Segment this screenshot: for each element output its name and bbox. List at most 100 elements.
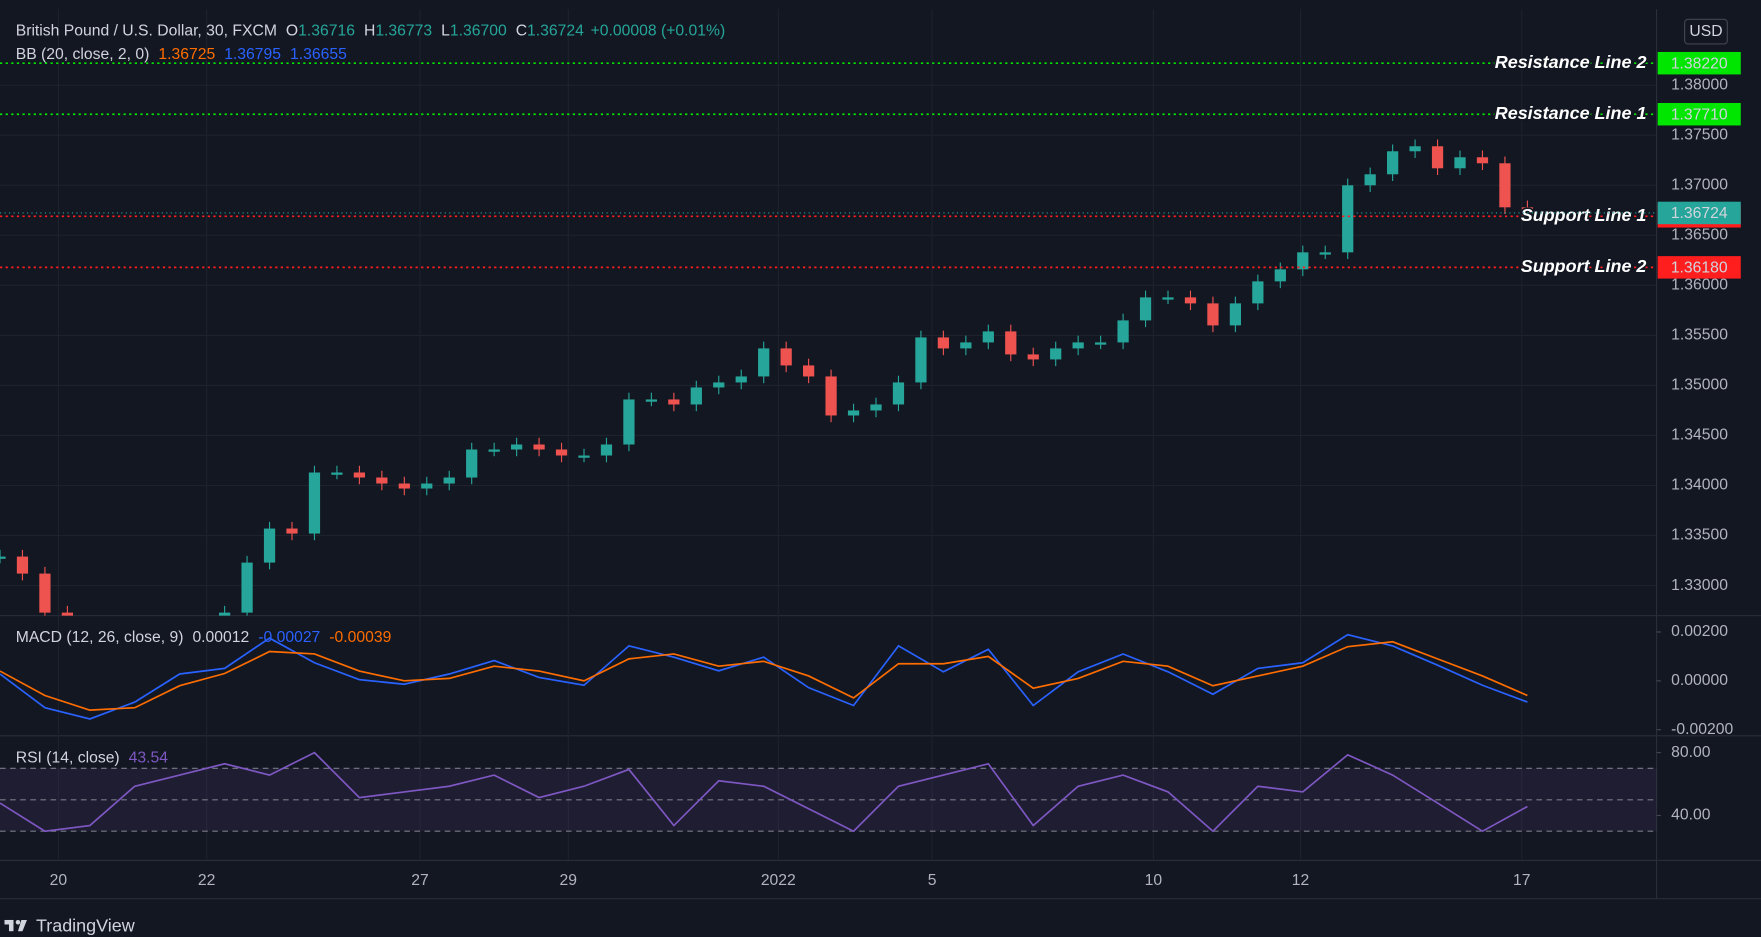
- indicator-value: -0.00039: [329, 629, 391, 646]
- y-tick-label: 1.34500: [1671, 427, 1728, 444]
- candle: [1027, 354, 1039, 360]
- candle: [466, 449, 478, 478]
- y-tick-label: 1.35500: [1671, 327, 1728, 344]
- candle: [1319, 252, 1331, 255]
- candle: [353, 472, 366, 478]
- x-tick-label: 17: [1513, 872, 1530, 889]
- indicator-name: RSI (14, close): [16, 749, 120, 766]
- level-name: Support Line 1: [1521, 205, 1647, 225]
- ohlc-key: H: [364, 23, 375, 40]
- indicator-value: 1.36725: [158, 46, 215, 63]
- candle: [623, 399, 635, 445]
- currency: USD: [1689, 23, 1722, 40]
- last-price-label: 1.36724: [1671, 205, 1728, 222]
- candle: [1431, 146, 1444, 169]
- logo: [4, 919, 27, 932]
- candle: [1252, 281, 1264, 304]
- candle: [1095, 342, 1107, 345]
- candle: [1499, 163, 1511, 208]
- y-tick-label: 1.33000: [1671, 577, 1728, 594]
- currency-box[interactable]: [1684, 18, 1728, 45]
- candle: [937, 337, 950, 349]
- indicator-name: MACD (12, 26, close, 9): [16, 629, 184, 646]
- y-tick-label: 40.00: [1671, 807, 1711, 824]
- y-tick-label: 1.38000: [1671, 76, 1728, 93]
- x-tick-label: 12: [1292, 872, 1309, 889]
- candle: [735, 376, 747, 383]
- candle: [1476, 157, 1489, 164]
- candle: [1274, 269, 1286, 282]
- candle: [1072, 342, 1084, 349]
- ohlc-value: 1.36716: [298, 23, 355, 40]
- ohlc-key: L: [441, 23, 450, 40]
- candle: [61, 612, 74, 616]
- ohlc-value: 1.36773: [375, 23, 432, 40]
- candle: [690, 387, 702, 405]
- x-tick-label: 27: [411, 872, 428, 889]
- legend: MACD (12, 26, close, 9) 0.00012 -0.00027 -0…: [16, 629, 392, 646]
- candle: [1162, 297, 1174, 300]
- candle: [645, 399, 658, 402]
- y-tick-label: 1.37000: [1671, 176, 1728, 193]
- x-tick-label: 10: [1145, 872, 1163, 889]
- y-tick-label: 0.00000: [1671, 672, 1728, 689]
- candle: [1229, 303, 1242, 326]
- candle: [713, 382, 725, 388]
- change: +0.00008 (+0.01%): [591, 23, 726, 40]
- indicator-value: -0.00027: [258, 629, 320, 646]
- candle: [780, 348, 792, 366]
- candle: [870, 404, 882, 411]
- candle: [39, 573, 51, 613]
- x-tick-label: 2022: [761, 872, 796, 889]
- ohlc-key: O: [286, 23, 298, 40]
- candle: [443, 477, 455, 484]
- candle: [758, 348, 770, 377]
- candle: [1521, 207, 1534, 214]
- level-name: Resistance Line 2: [1495, 52, 1647, 72]
- level-tag-label: 1.38220: [1671, 55, 1728, 72]
- candle: [1184, 297, 1197, 304]
- series-line: [0, 640, 1528, 711]
- ohlc-key: C: [516, 23, 527, 40]
- candle: [825, 376, 837, 416]
- y-tick-label: 1.33500: [1671, 527, 1728, 544]
- candle: [533, 444, 545, 450]
- candle: [1297, 252, 1309, 270]
- y-tick-label: -0.00200: [1671, 721, 1733, 738]
- candle: [488, 449, 500, 452]
- candle: [578, 455, 590, 458]
- indicator-value: 0.00012: [192, 629, 249, 646]
- candle: [16, 556, 29, 574]
- candle: [241, 562, 253, 613]
- candle: [847, 410, 860, 416]
- indicator-value: 1.36655: [290, 46, 347, 63]
- level-tag: [1657, 103, 1741, 126]
- x-tick-label: 5: [928, 872, 937, 889]
- y-tick-label: 1.36000: [1671, 277, 1728, 294]
- candle: [960, 342, 972, 349]
- level-tag: [1657, 256, 1741, 279]
- candle: [1005, 331, 1017, 355]
- candle: [421, 483, 433, 489]
- pane: [0, 633, 1528, 720]
- candle: [511, 444, 523, 450]
- legend: British Pound / U.S. Dollar, 30, FXCM O1.…: [16, 23, 725, 40]
- candle: [600, 444, 613, 456]
- candle: [376, 477, 388, 484]
- candle: [1364, 174, 1376, 186]
- x-tick-label: 29: [560, 872, 577, 889]
- candle: [1050, 348, 1062, 360]
- series-line: [0, 751, 1528, 833]
- candle: [308, 472, 321, 534]
- x-tick-label: 22: [198, 872, 215, 889]
- pane: [0, 139, 1534, 616]
- level-tag: [1657, 51, 1741, 75]
- level-name: Support Line 2: [1521, 256, 1647, 276]
- candle: [1207, 303, 1219, 326]
- candle: [1342, 185, 1354, 253]
- pane: [0, 751, 1657, 833]
- y-tick-label: 1.34000: [1671, 477, 1728, 494]
- candle: [803, 365, 815, 377]
